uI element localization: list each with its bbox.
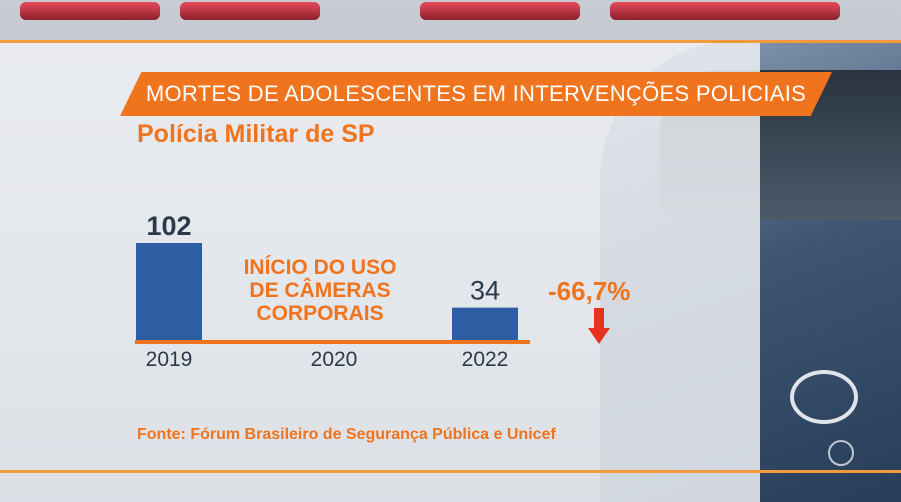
- x-tick-label-2022: 2022: [462, 348, 509, 371]
- chart-title: MORTES DE ADOLESCENTES EM INTERVENÇÕES P…: [145, 81, 807, 106]
- data-label-2022: 34: [470, 276, 500, 306]
- chart-subtitle: Polícia Militar de SP: [137, 120, 375, 148]
- source-note: Fonte: Fórum Brasileiro de Segurança Púb…: [137, 426, 556, 443]
- siren-light: [20, 2, 160, 20]
- annotation-line: DE CÂMERAS: [249, 279, 391, 302]
- percent-change: -66,7%: [548, 276, 631, 306]
- globo-logo-icon: [828, 440, 854, 466]
- x-tick-label-2019: 2019: [146, 348, 193, 371]
- bar-2019: [136, 243, 202, 340]
- title-banner: MORTES DE ADOLESCENTES EM INTERVENÇÕES P…: [120, 72, 832, 116]
- x-tick-label-2020: 2020: [311, 348, 358, 371]
- siren-light: [610, 2, 840, 20]
- top-accent-line: [0, 40, 901, 43]
- data-label-2019: 102: [146, 211, 191, 241]
- annotation-text: INÍCIO DO USO DE CÂMERAS CORPORAIS: [220, 256, 420, 325]
- bottom-accent-line: [0, 470, 901, 473]
- car-emblem: [790, 370, 858, 424]
- bar-2022: [452, 307, 518, 340]
- siren-light: [180, 2, 320, 20]
- annotation-line: CORPORAIS: [256, 302, 384, 325]
- infographic-panel: [0, 40, 760, 502]
- siren-light: [420, 2, 580, 20]
- annotation-line: INÍCIO DO USO: [243, 256, 397, 279]
- down-arrow-icon: [588, 308, 610, 344]
